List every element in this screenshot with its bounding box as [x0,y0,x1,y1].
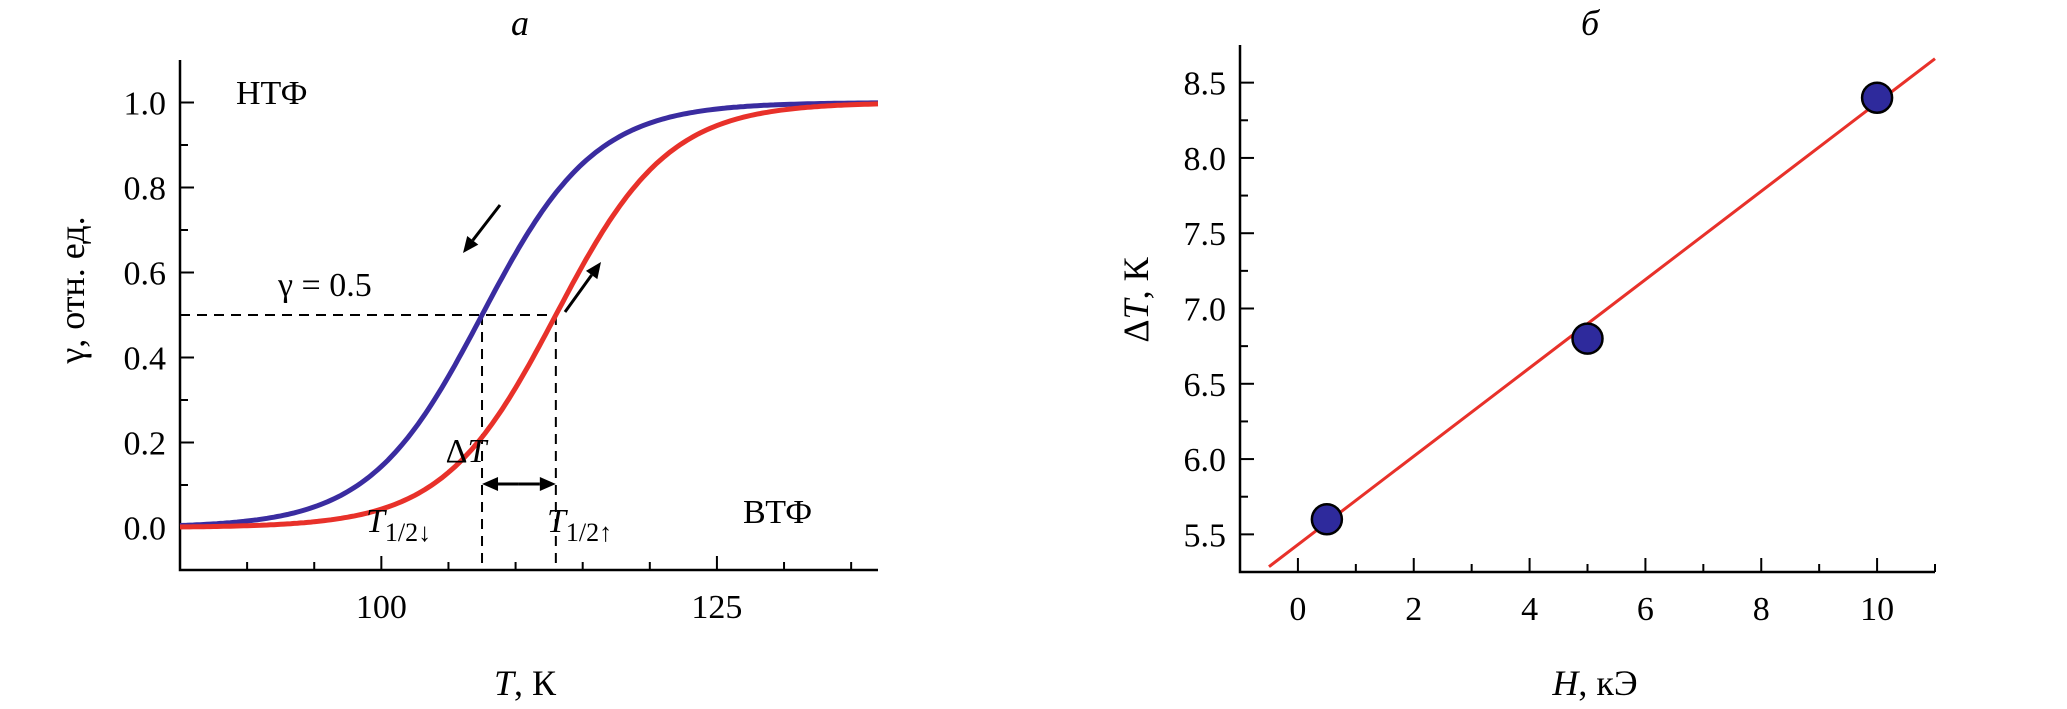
t-half-up-label: T1/2↑ [547,503,612,547]
x-tick-label: 0 [1289,591,1306,628]
panel-b-x-axis-title: H, кЭ [1551,663,1637,703]
panel-a-transition-curves: а 0.0 0.2 0.4 0.6 0.8 1.0 100 125 НТФ ВТФ γ = 0… [52,3,879,703]
y-tick-label: 0.2 [124,426,167,463]
y-tick-label: 0.6 [124,256,167,293]
panel-a-x-axis-title: T, К [494,663,557,703]
linear-fit-line [1268,57,1936,568]
delta-t-arrow-right [518,477,556,491]
panel-b-delta-t-vs-field: б 5.5 6.0 6.5 7.0 7.5 8.0 8.5 0 2 4 6 8 10 H, кЭ ΔT,… [1116,3,1936,703]
panel-a-x-unit: , К [514,663,557,703]
gamma-half-label: γ = 0.5 [277,267,372,304]
y-tick-label: 0.0 [124,511,167,548]
t-half-down-sub: 1/2↓ [385,518,431,547]
data-point [1310,503,1344,536]
t-half-up-main: T [547,503,568,540]
y-tick-label: 8.5 [1184,66,1227,103]
panel-a-label: а [511,3,529,43]
panel-b-y-prefix: Δ [1116,319,1156,342]
cooling-arrow [463,204,502,253]
panel-b-x-var: H [1551,663,1580,703]
y-tick-label: 7.5 [1184,216,1227,253]
data-points [1310,81,1894,536]
y-tick-label: 0.8 [124,171,167,208]
data-point [1571,322,1604,355]
delta-t-arrow [482,477,556,491]
panel-b-axes [1238,45,1935,574]
y-tick-label: 8.0 [1184,141,1227,178]
delta-t-variable: T [467,433,488,470]
htf-label: ВТФ [743,494,812,531]
t-half-up-sub: 1/2↑ [566,518,612,547]
x-tick-label: 2 [1405,591,1422,628]
x-tick-label: 6 [1637,591,1654,628]
panel-a-x-var: T [494,663,517,703]
y-tick-label: 5.5 [1184,517,1227,554]
panel-b-y-unit: , К [1116,256,1156,299]
panel-b-ticks: 5.5 6.0 6.5 7.0 7.5 8.0 8.5 0 2 4 6 8 10 [1184,66,1936,628]
cooling-curve [179,100,878,528]
delta-t-symbol: Δ [446,433,468,470]
y-tick-label: 6.5 [1184,367,1227,404]
x-tick-label: 4 [1521,591,1538,628]
y-tick-label: 7.0 [1184,292,1227,329]
x-tick-label: 125 [691,589,742,626]
panel-a-ticks: 0.0 0.2 0.4 0.6 0.8 1.0 100 125 [124,86,853,626]
x-tick-label: 100 [356,589,407,626]
panel-b-label: б [1581,3,1601,43]
y-tick-label: 1.0 [124,86,167,123]
direction-arrows [463,204,601,313]
delta-t-arrow-left [482,477,519,491]
delta-t-label: ΔT [446,433,489,470]
heating-arrow [563,262,601,313]
panel-b-y-axis-title: ΔT, К [1116,256,1156,342]
panel-b-y-var: T [1116,296,1156,319]
y-tick-label: 0.4 [124,341,167,378]
panel-a-y-axis-title: γ, отн. ед. [52,216,92,364]
ltf-label: НТФ [236,75,307,112]
data-point [1860,81,1894,114]
t-half-down-main: T [366,503,387,540]
x-tick-label: 8 [1753,591,1770,628]
panel-b-x-unit: , кЭ [1578,663,1637,703]
x-tick-label: 10 [1860,591,1894,628]
y-tick-label: 6.0 [1184,442,1227,479]
t-half-down-label: T1/2↓ [366,503,431,547]
heating-curve [179,101,879,530]
